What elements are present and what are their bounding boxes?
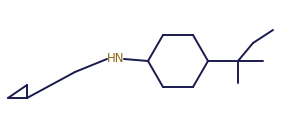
- Text: HN: HN: [107, 51, 125, 65]
